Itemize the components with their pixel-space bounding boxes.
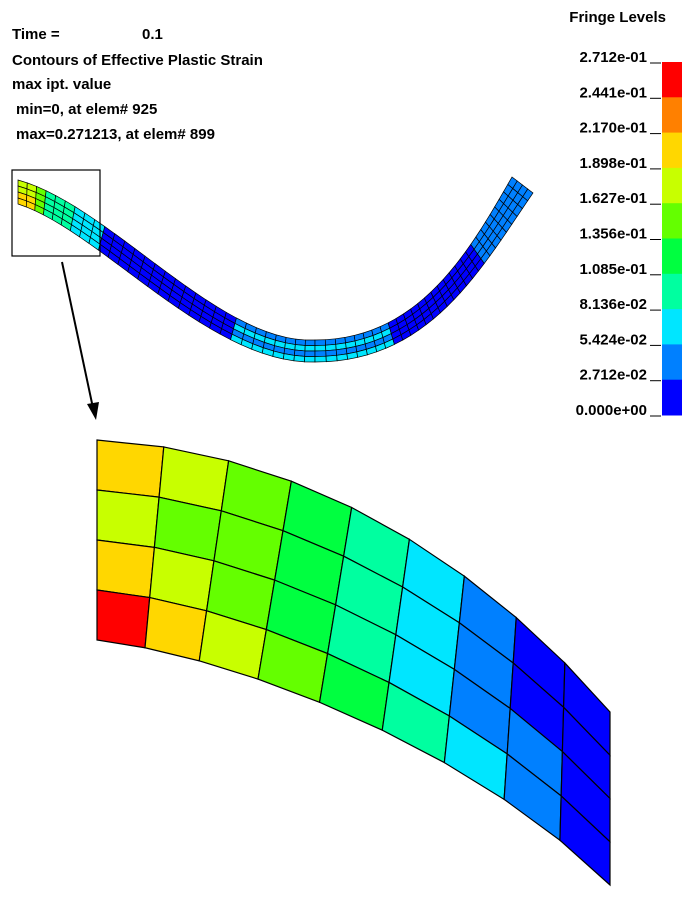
legend-swatch xyxy=(662,203,682,239)
element xyxy=(304,339,316,346)
legend-level: 2.712e-02 xyxy=(579,367,647,384)
legend-level: 2.441e-01 xyxy=(579,84,647,101)
legend: 2.712e-01 2.441e-01 2.170e-01 1.898e-01 1.62… xyxy=(576,49,682,419)
zoom-element xyxy=(96,439,165,498)
zoom-element xyxy=(96,539,156,599)
arrow-line xyxy=(61,261,94,409)
element xyxy=(314,355,327,363)
element xyxy=(314,344,327,352)
zoom-box xyxy=(11,169,101,257)
legend-swatch xyxy=(662,132,682,169)
legend-swatch xyxy=(662,97,682,134)
time-value: 0.1 xyxy=(142,26,163,43)
zoom-element xyxy=(96,589,151,649)
element xyxy=(314,339,326,346)
legend-level: 1.627e-01 xyxy=(579,190,647,207)
legend-swatch xyxy=(662,167,682,204)
legend-level: 0.000e+00 xyxy=(576,402,647,419)
element xyxy=(336,353,349,362)
legend-level: 1.898e-01 xyxy=(579,155,647,172)
legend-title: Fringe Levels xyxy=(569,9,666,26)
legend-swatch xyxy=(662,379,682,416)
legend-swatch xyxy=(662,273,682,310)
legend-level: 1.085e-01 xyxy=(579,261,647,278)
element xyxy=(304,345,316,352)
legend-swatch xyxy=(662,62,682,98)
element xyxy=(314,350,327,357)
legend-level: 1.356e-01 xyxy=(579,225,647,242)
subtitle: max ipt. value xyxy=(12,76,111,93)
legend-level: 8.136e-02 xyxy=(579,296,647,313)
legend-level: 2.170e-01 xyxy=(579,120,647,137)
zoom-element xyxy=(96,489,160,549)
legend-swatch xyxy=(662,238,682,275)
legend-swatch xyxy=(662,309,682,345)
max-info: max=0.271213, at elem# 899 xyxy=(16,126,215,143)
min-info: min=0, at elem# 925 xyxy=(16,101,157,118)
legend-level: 5.424e-02 xyxy=(579,331,647,348)
zoom-element xyxy=(559,794,611,887)
element xyxy=(522,188,534,202)
legend-level: 2.712e-01 xyxy=(579,49,647,66)
arrow-head xyxy=(87,402,99,420)
element xyxy=(325,354,338,363)
zoom-mesh xyxy=(96,439,611,887)
beam-mesh xyxy=(17,176,534,363)
element xyxy=(304,356,316,363)
element xyxy=(293,355,306,363)
time-label: Time = xyxy=(12,26,60,43)
legend-swatch xyxy=(662,344,682,381)
plot-title: Contours of Effective Plastic Strain xyxy=(12,52,263,69)
element xyxy=(304,350,316,357)
